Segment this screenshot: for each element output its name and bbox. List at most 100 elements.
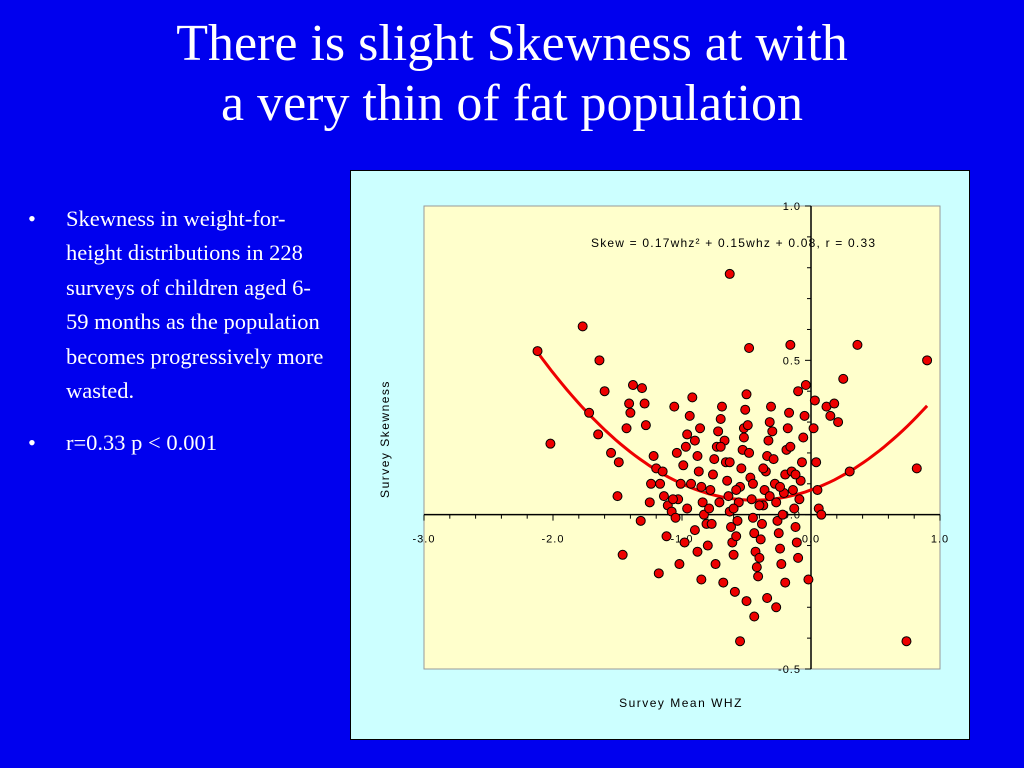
data-point — [713, 426, 724, 437]
data-point — [686, 478, 697, 489]
data-point — [744, 342, 755, 353]
data-point — [732, 515, 743, 526]
data-point — [766, 401, 777, 412]
title-line-1: There is slight Skewness at with — [176, 15, 848, 72]
data-point — [625, 407, 636, 418]
data-point — [736, 463, 747, 474]
data-point — [793, 386, 804, 397]
data-point — [852, 339, 863, 350]
y-tick-label: 0.5 — [783, 355, 801, 367]
axes — [423, 205, 941, 670]
data-point — [754, 552, 765, 563]
data-point — [844, 466, 855, 477]
bullet-dot: • — [28, 430, 36, 456]
bullet-text: r=0.33 p < 0.001 — [66, 430, 217, 456]
data-point — [764, 417, 775, 428]
data-point — [545, 438, 556, 449]
data-point — [675, 478, 686, 489]
data-point — [768, 454, 779, 465]
data-point — [696, 481, 707, 492]
bullet-text: Skewness in weight-for-height distributi… — [66, 206, 324, 404]
data-point — [723, 491, 734, 502]
data-point — [724, 457, 735, 468]
x-tick-label: 1.0 — [931, 534, 949, 546]
data-point — [753, 571, 764, 582]
data-point — [798, 432, 809, 443]
tick-labels: -3.0-2.0-1.00.01.01.00.50.0-0.5 — [413, 201, 949, 676]
data-point — [901, 636, 912, 647]
data-point — [771, 497, 782, 508]
data-point — [728, 503, 739, 514]
data-point — [624, 398, 635, 409]
y-tick-label: 0.0 — [783, 510, 801, 522]
data-point — [731, 484, 742, 495]
data-point — [808, 423, 819, 434]
data-point — [661, 531, 672, 542]
data-point — [785, 441, 796, 452]
data-point — [718, 577, 729, 588]
data-point — [702, 540, 713, 551]
data-point — [833, 417, 844, 428]
data-point — [669, 401, 680, 412]
data-point — [724, 268, 735, 279]
data-point — [722, 475, 733, 486]
data-point — [697, 497, 708, 508]
data-point — [825, 410, 836, 421]
data-point — [747, 512, 758, 523]
data-point — [689, 525, 700, 536]
data-point — [689, 435, 700, 446]
data-point — [777, 509, 788, 520]
data-point — [791, 537, 802, 548]
data-point — [756, 518, 767, 529]
data-point — [706, 518, 717, 529]
data-point — [621, 423, 632, 434]
data-point — [740, 404, 751, 415]
data-point — [749, 611, 760, 622]
data-points — [532, 268, 933, 647]
data-point — [751, 562, 762, 573]
equation-label: Skew = 0.17whz² + 0.15whz + 0.08, r = 0.… — [591, 236, 876, 250]
data-point — [782, 423, 793, 434]
data-point — [671, 447, 682, 458]
data-point — [705, 484, 716, 495]
data-point — [763, 435, 774, 446]
data-point — [577, 321, 588, 332]
data-point — [648, 451, 659, 462]
data-point — [653, 568, 664, 579]
data-point — [741, 389, 752, 400]
data-point — [922, 355, 933, 366]
chart-panel: -3.0-2.0-1.00.01.01.00.50.0-0.5 Skew = 0… — [350, 170, 970, 740]
data-point — [707, 469, 718, 480]
data-point — [594, 355, 605, 366]
data-point — [678, 460, 689, 471]
data-point — [716, 401, 727, 412]
data-point — [742, 420, 753, 431]
x-tick-label: 0.0 — [802, 534, 820, 546]
data-point — [715, 413, 726, 424]
x-tick-label: -3.0 — [413, 534, 436, 546]
data-point — [710, 559, 721, 570]
data-point — [637, 383, 648, 394]
data-point — [790, 522, 801, 533]
data-point — [655, 478, 666, 489]
data-point — [775, 481, 786, 492]
plot-area — [423, 205, 941, 670]
data-point — [599, 386, 610, 397]
data-point — [679, 537, 690, 548]
data-point — [670, 512, 681, 523]
data-point — [729, 586, 740, 597]
data-point — [803, 574, 814, 585]
data-point — [790, 469, 801, 480]
data-point — [658, 491, 669, 502]
data-point — [682, 429, 693, 440]
x-axis-title: Survey Mean WHZ — [619, 696, 743, 710]
data-point — [784, 407, 795, 418]
data-point — [617, 549, 628, 560]
data-point — [764, 491, 775, 502]
data-point — [793, 552, 804, 563]
data-point — [593, 429, 604, 440]
bullet-dot: • — [28, 206, 36, 231]
bullet-item: • r=0.33 p < 0.001 — [28, 426, 328, 460]
data-point — [640, 420, 651, 431]
data-point — [767, 426, 778, 437]
